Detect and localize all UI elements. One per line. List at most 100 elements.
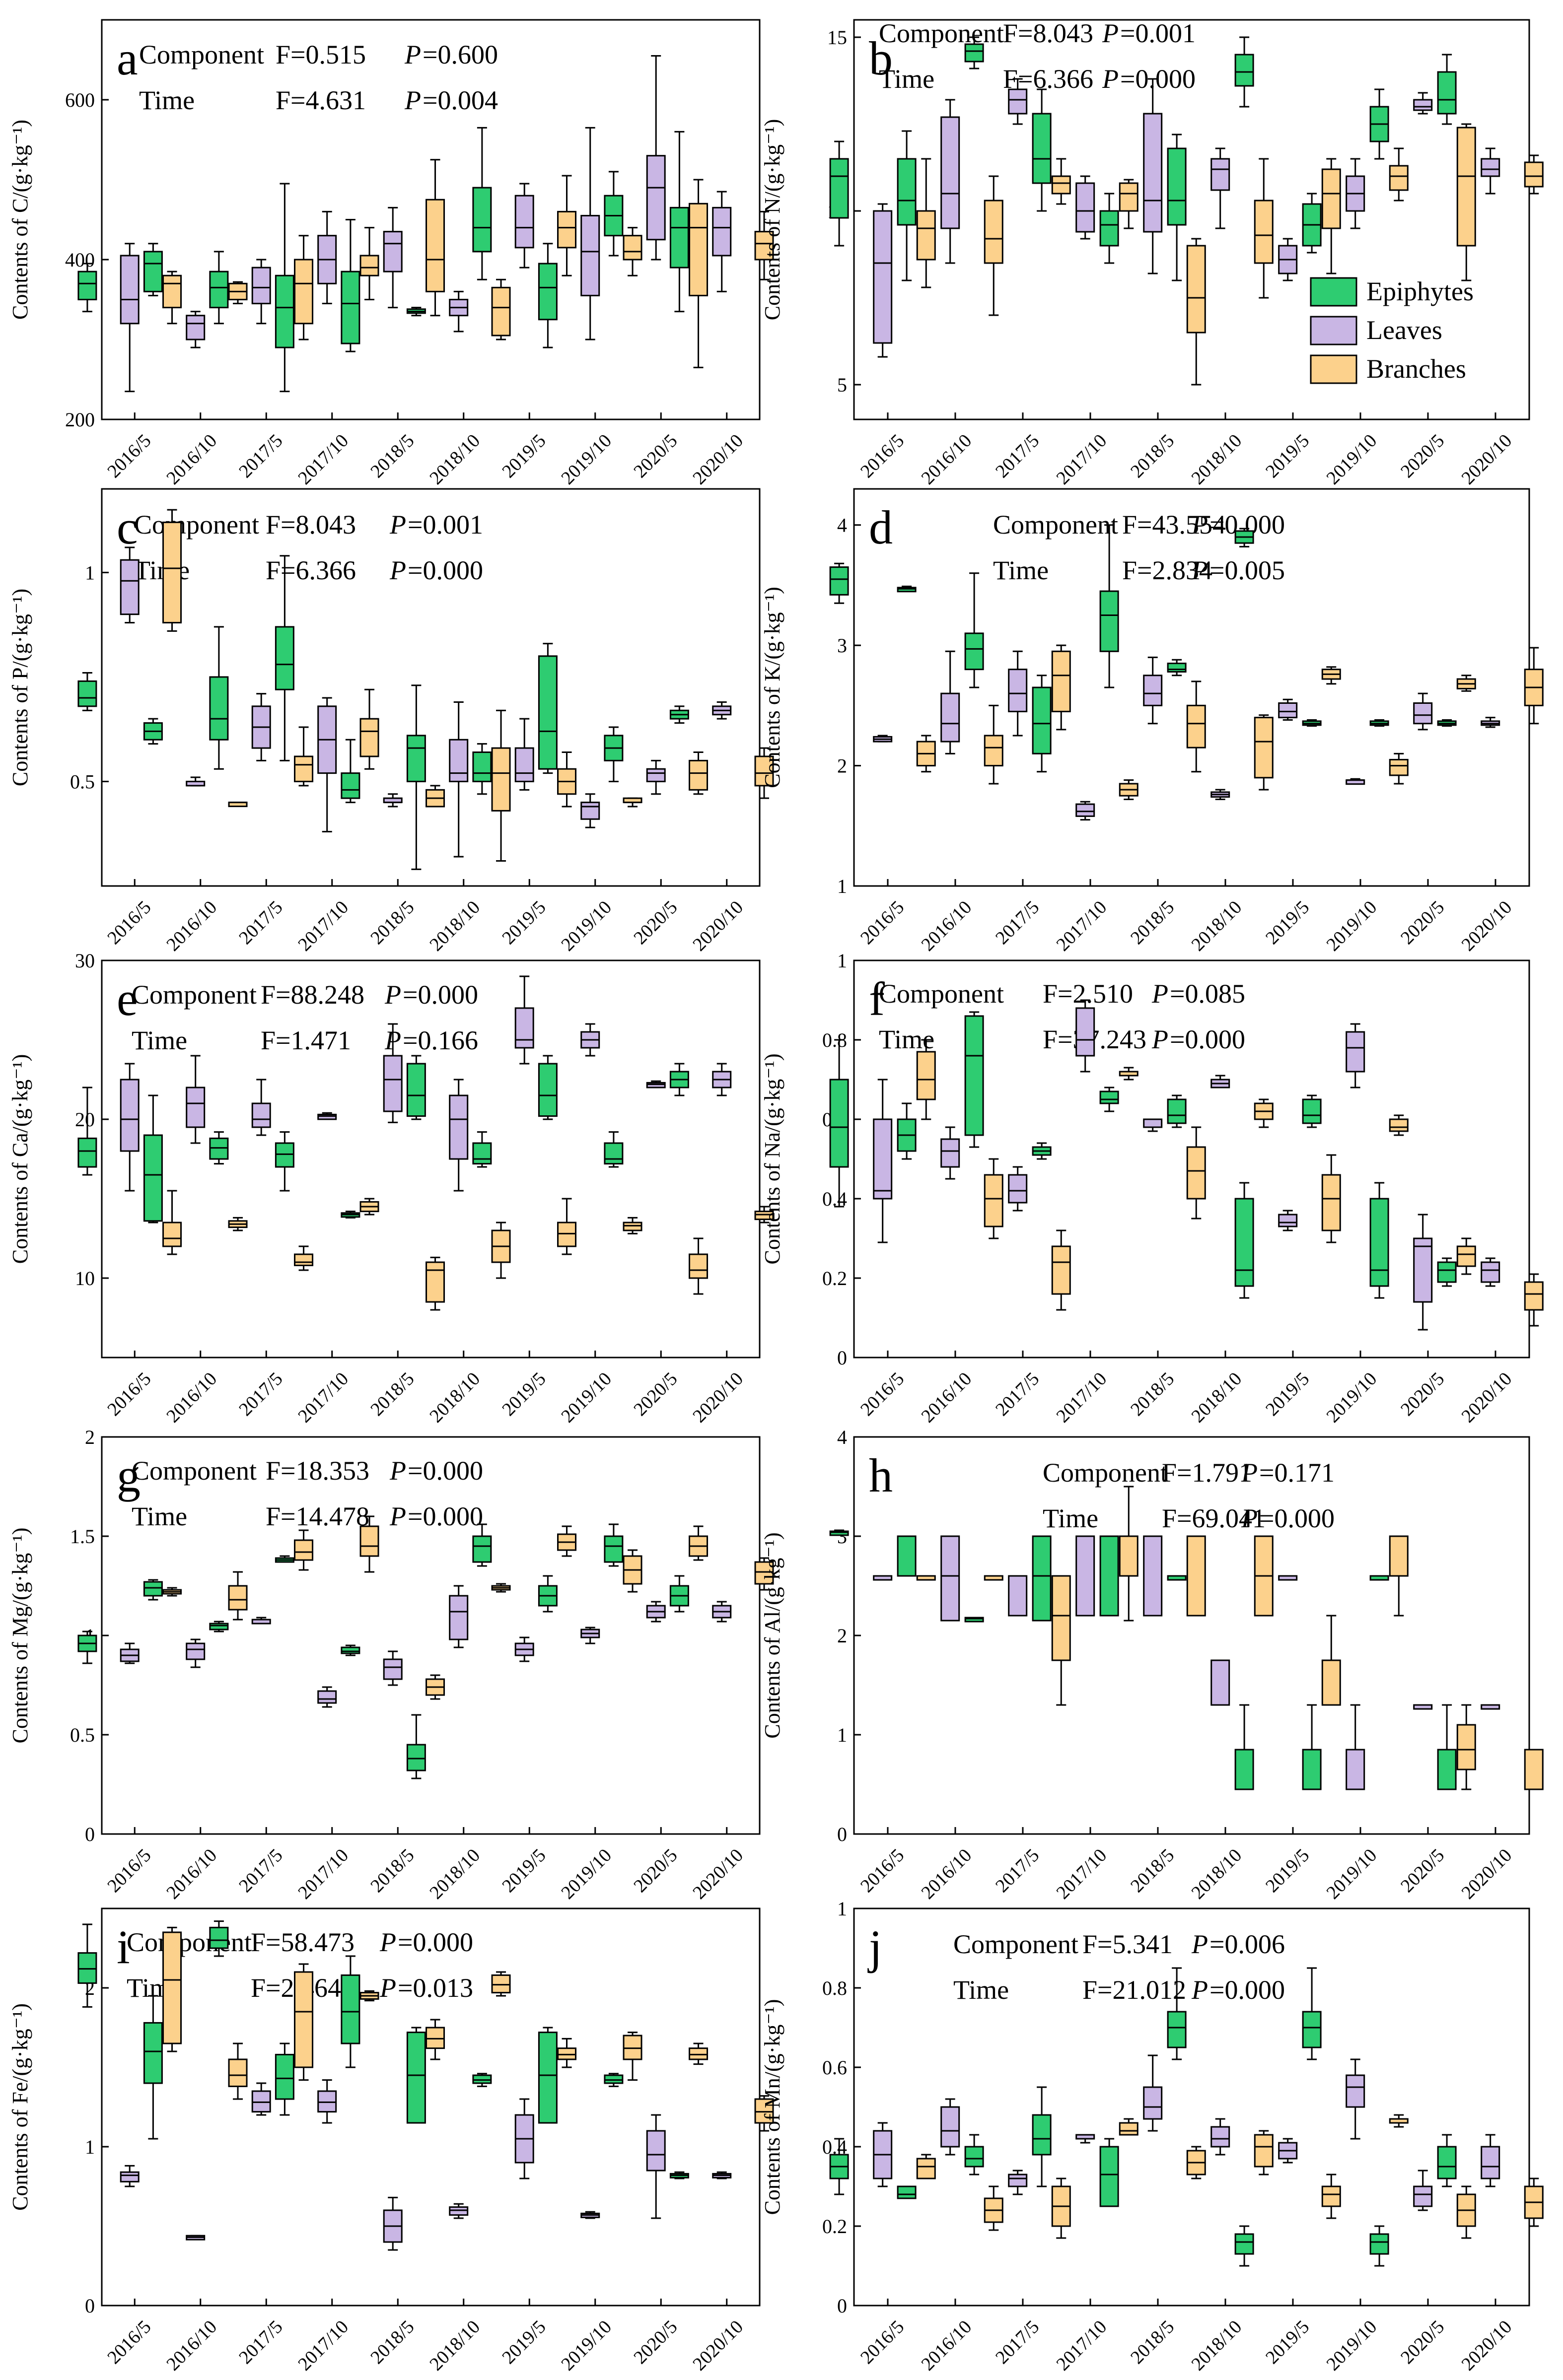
box-branches-2017-10 — [1119, 179, 1138, 229]
box-branches-2016-10 — [984, 175, 1003, 316]
box-epiphytes-2016-10 — [143, 718, 163, 745]
box-body — [341, 271, 360, 344]
box-body — [1321, 2185, 1341, 2207]
box-body — [1008, 669, 1028, 712]
x-tick-label: 2019/10 — [1323, 897, 1381, 955]
box-leaves-2017-5 — [1008, 1575, 1028, 1617]
y-tick-label: 600 — [65, 89, 95, 111]
box-branches-2020-5 — [689, 179, 709, 368]
box-leaves-2019-10 — [1346, 2058, 1365, 2140]
box-body — [1234, 1198, 1254, 1287]
box-body — [1413, 702, 1433, 725]
box-body — [77, 271, 97, 301]
box-branches-2020-5 — [1456, 2185, 1476, 2239]
box-branches-2017-10 — [1119, 2118, 1138, 2136]
x-tick-label: 2019/5 — [498, 430, 550, 482]
box-body — [143, 1581, 163, 1597]
box-branches-2017-10 — [359, 1990, 379, 2002]
box-branches-2019-10 — [623, 1549, 642, 1593]
x-tick-label: 2019/5 — [498, 2316, 550, 2368]
box-branches-2017-10 — [1119, 1486, 1138, 1622]
x-tick-label: 2016/5 — [856, 897, 908, 949]
box-branches-2016-5 — [162, 1926, 182, 2052]
box-leaves-2016-5 — [873, 1079, 893, 1243]
box-branches-2020-5 — [1456, 1237, 1476, 1275]
y-tick-label: 0 — [85, 1823, 95, 1845]
x-tick-label: 2016/10 — [918, 897, 976, 955]
box-branches-2018-10 — [1254, 1535, 1274, 1617]
box-body — [1369, 1198, 1389, 1287]
box-epiphytes-2016-10 — [143, 1094, 163, 1224]
box-body — [1524, 161, 1544, 188]
box-body — [1234, 1749, 1254, 1790]
box-body — [1032, 686, 1052, 754]
x-tick-label: 2016/10 — [918, 1845, 976, 1904]
box-leaves-2017-10 — [317, 697, 337, 833]
y-tick-label: 0.8 — [822, 1977, 847, 1999]
box-epiphytes-2020-10 — [669, 2171, 689, 2179]
box-branches-2016-10 — [228, 1217, 248, 1231]
box-epiphytes-2017-5 — [964, 36, 984, 69]
plot-frame — [101, 1436, 761, 1835]
box-epiphytes-2018-5 — [1099, 524, 1119, 688]
box-body — [964, 1015, 984, 1136]
y-tick-label: 4 — [837, 1426, 847, 1448]
x-tick-label: 2020/10 — [689, 897, 747, 955]
box-epiphytes-2019-5 — [1234, 1704, 1254, 1790]
box-branches-2018-10 — [491, 1971, 511, 1997]
box-body — [557, 210, 577, 249]
box-epiphytes-2017-10 — [275, 1131, 294, 1192]
y-tick-label: 1 — [837, 1724, 847, 1746]
y-tick-label: 4 — [837, 514, 847, 537]
box-epiphytes-2017-5 — [964, 2134, 984, 2176]
x-tick-label: 2020/5 — [630, 430, 681, 482]
box-leaves-2020-10 — [712, 1063, 732, 1096]
stat-f-value: F=88.248 — [261, 980, 364, 1010]
box-body — [251, 2090, 271, 2113]
stat-p-symbol: P — [1191, 555, 1208, 585]
box-branches-2017-5 — [294, 1245, 314, 1271]
box-leaves-2019-5 — [1278, 1575, 1298, 1581]
box-branches-2016-5 — [916, 1039, 936, 1120]
box-body — [1186, 1146, 1206, 1200]
box-body — [1099, 2146, 1119, 2207]
box-body — [1210, 1659, 1230, 1706]
box-body — [120, 559, 140, 615]
x-tick-label: 2019/10 — [1323, 1368, 1381, 1427]
x-tick-label: 2018/10 — [426, 430, 484, 489]
box-body — [1413, 1237, 1433, 1303]
box-epiphytes-2016-5 — [829, 1529, 849, 1536]
stat-p-value: =0.000 — [408, 1501, 483, 1531]
box-epiphytes-2020-10 — [669, 131, 689, 313]
box-epiphytes-2017-5 — [209, 1131, 229, 1165]
panel-letter: h — [869, 1449, 893, 1502]
box-branches-2018-10 — [491, 1222, 511, 1279]
box-body — [557, 1222, 577, 1247]
box-body — [251, 267, 271, 305]
x-tick-label: 2020/10 — [689, 2316, 747, 2375]
stat-p-symbol: P — [1102, 64, 1119, 94]
stat-f-value: F=4.631 — [276, 85, 366, 115]
box-body — [538, 2032, 558, 2124]
box-body — [646, 1082, 666, 1088]
stat-p-value: =0.000 — [1120, 64, 1196, 94]
box-epiphytes-2018-10 — [1167, 1094, 1187, 1128]
box-body — [317, 2090, 337, 2113]
stat-label: Component — [879, 979, 1004, 1009]
box-body — [897, 1535, 917, 1577]
box-body — [1075, 803, 1095, 817]
box-leaves-2016-10 — [940, 1126, 960, 1180]
stat-p-value: =0.001 — [1120, 18, 1196, 48]
box-body — [406, 1744, 426, 1771]
box-body — [1167, 663, 1187, 673]
box-body — [1099, 1090, 1119, 1104]
stat-label: Time — [132, 1501, 187, 1531]
stat-label: Component — [127, 1927, 252, 1957]
box-epiphytes-2018-10 — [406, 1714, 426, 1779]
box-body — [228, 2058, 248, 2087]
x-tick-label: 2018/10 — [426, 1368, 484, 1427]
y-tick-label: 400 — [65, 249, 95, 271]
box-body — [426, 199, 445, 292]
panel-letter: a — [117, 32, 138, 85]
box-body — [209, 1137, 229, 1160]
